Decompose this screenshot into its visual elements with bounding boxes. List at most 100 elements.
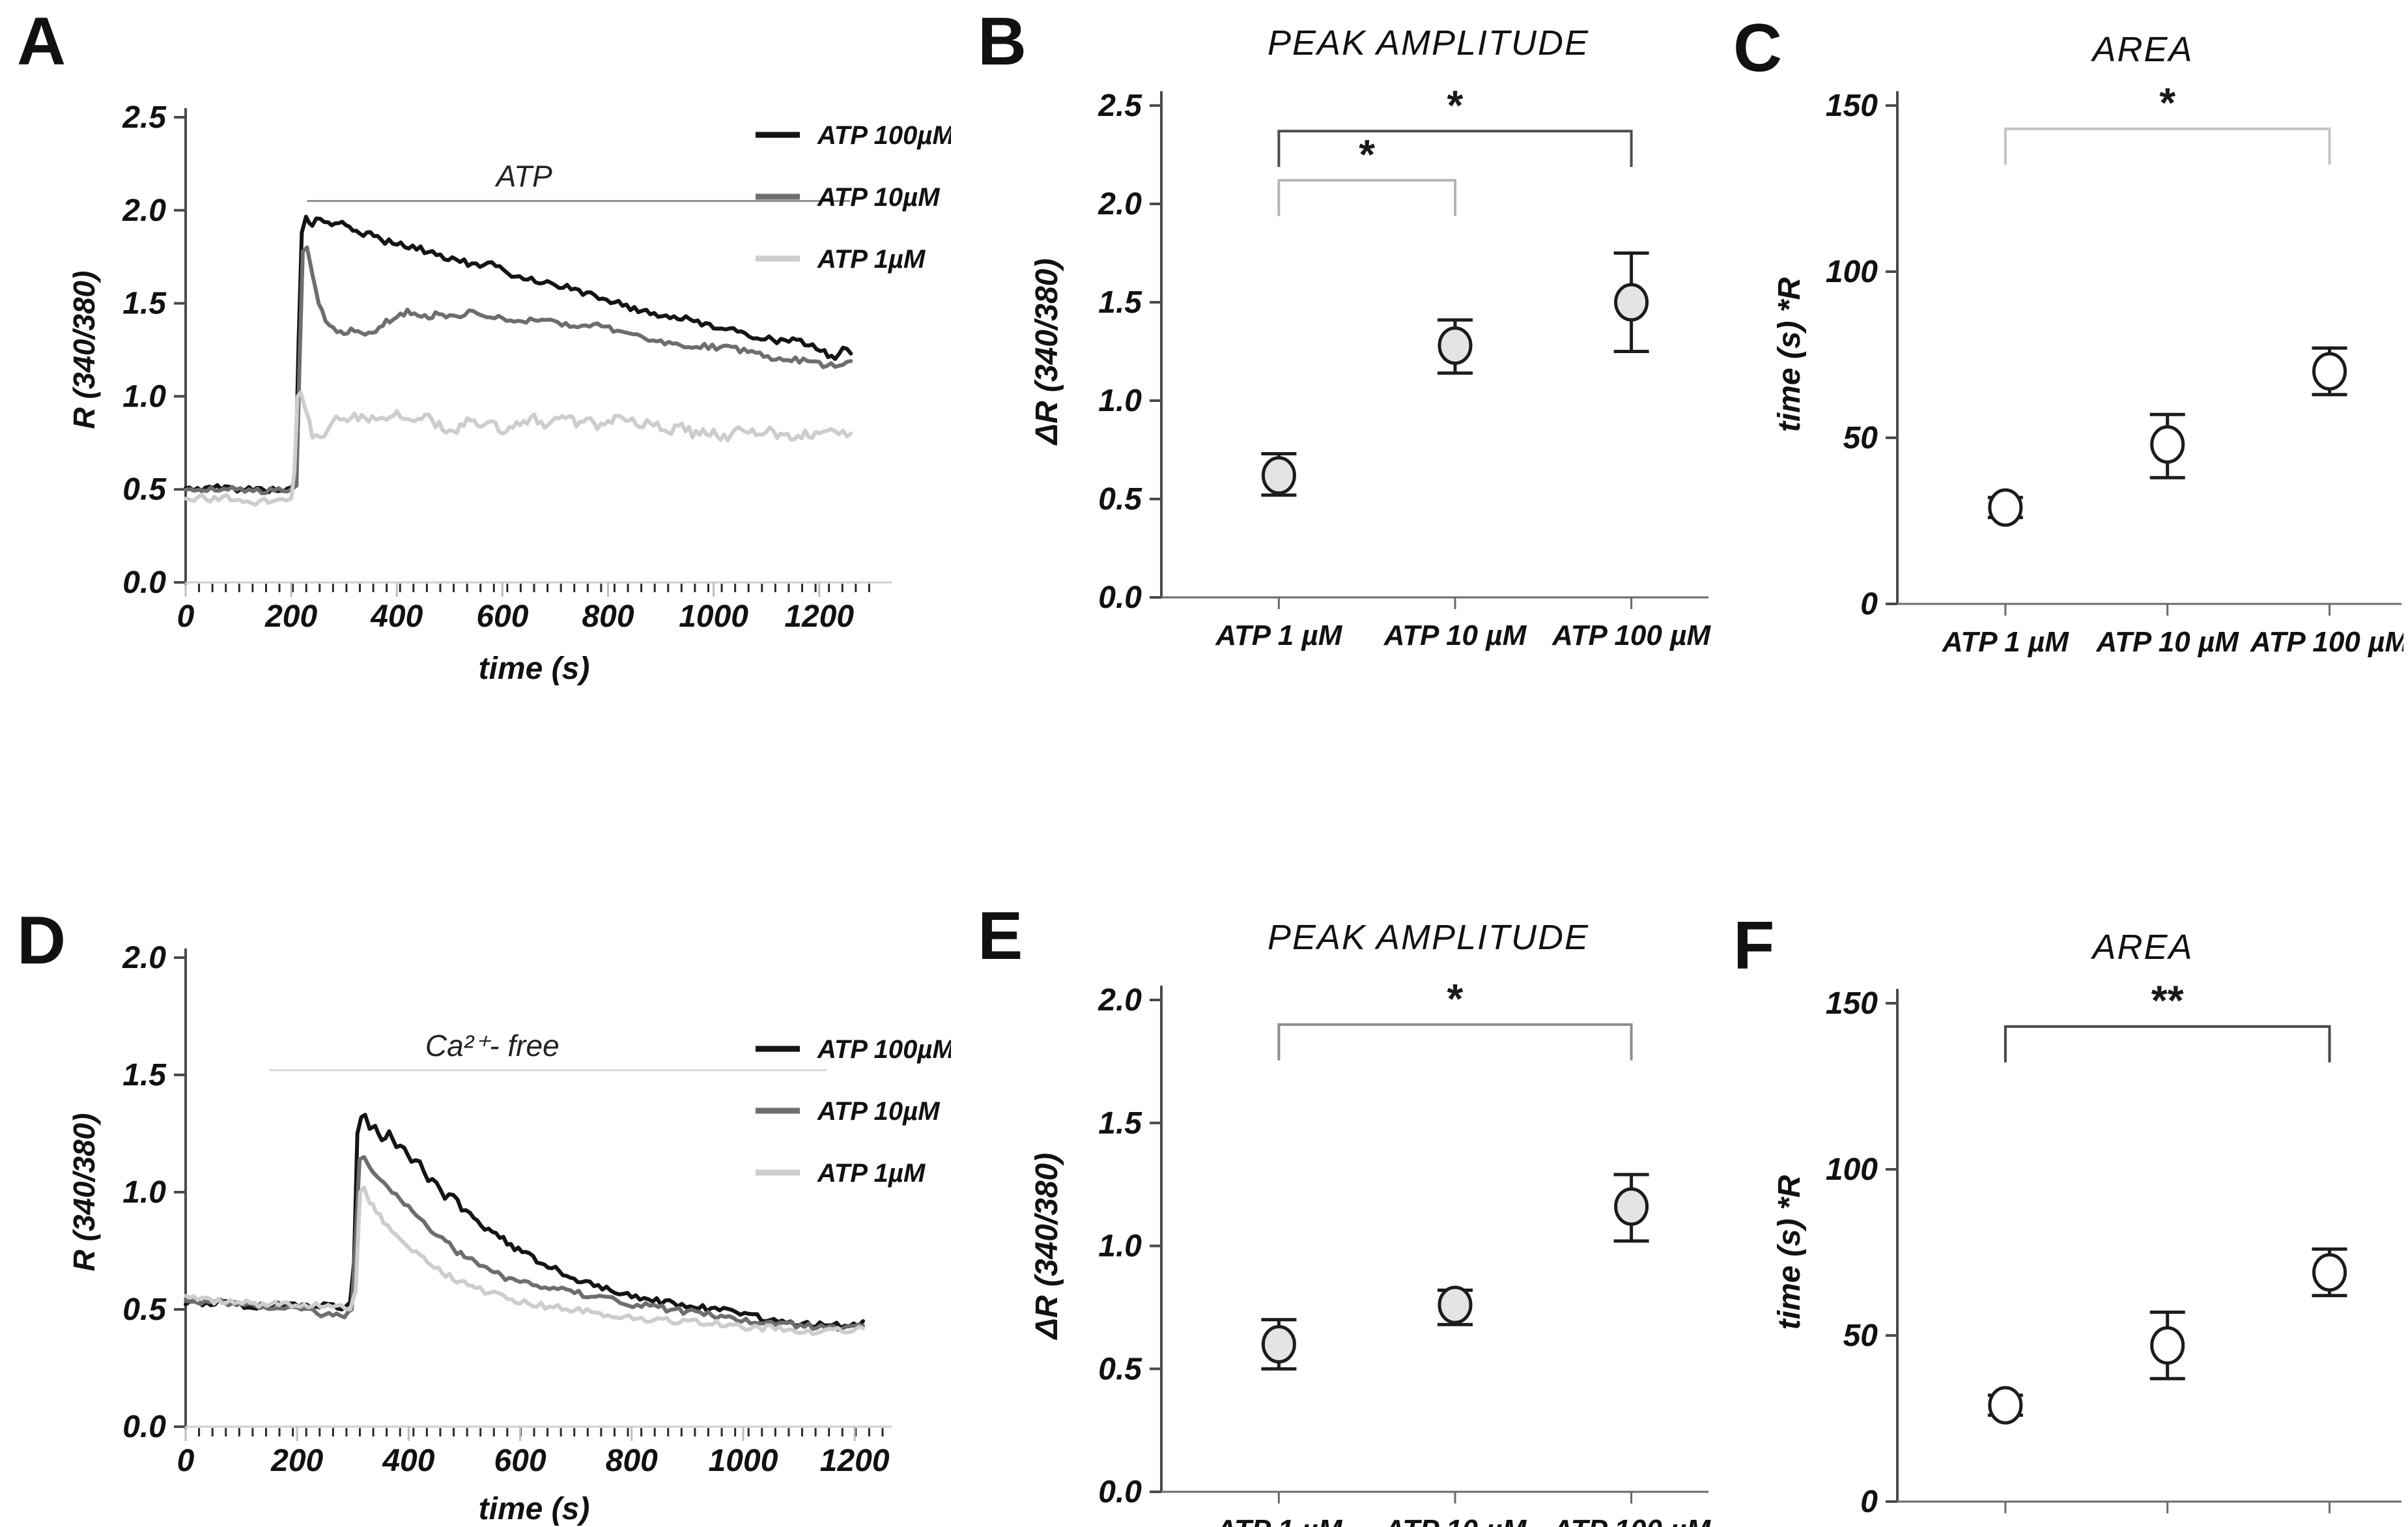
svg-text:time (s): time (s): [479, 1492, 590, 1526]
svg-text:ATP 10 µM: ATP 10 µM: [2095, 1524, 2239, 1527]
svg-text:0.0: 0.0: [1098, 1475, 1142, 1509]
svg-text:1.0: 1.0: [122, 379, 166, 414]
panel-label-d: D: [17, 903, 66, 978]
panel-label-e: E: [978, 898, 1023, 974]
svg-text:time (s) *R: time (s) *R: [1772, 277, 1807, 432]
panel-a-chart: 0.0 0.5 1.0 1.5 2.0 2.5 R (340/380) 0 200 400 600 8…: [67, 100, 951, 686]
svg-text:ATP 1 µM: ATP 1 µM: [1215, 620, 1342, 651]
panel-label-c: C: [1733, 10, 1783, 86]
svg-text:ATP 100 µM: ATP 100 µM: [2250, 626, 2403, 658]
svg-text:ATP 1 µM: ATP 1 µM: [1942, 626, 2069, 658]
svg-text:1000: 1000: [709, 1444, 778, 1478]
svg-text:600: 600: [494, 1444, 546, 1478]
svg-text:time (s): time (s): [479, 651, 590, 686]
svg-text:1.0: 1.0: [122, 1175, 166, 1210]
svg-text:AREA: AREA: [2090, 30, 2193, 69]
panel-E: E PEAK AMPLITUDE 0.0 0.5 1.0 1.5 2.0 ΔR (340/3…: [974, 902, 1723, 1527]
svg-text:0.0: 0.0: [122, 1410, 166, 1444]
svg-text:*: *: [2159, 79, 2175, 126]
svg-text:ΔR (340/380): ΔR (340/380): [1030, 1153, 1064, 1341]
svg-text:ΔR (340/380): ΔR (340/380): [1030, 259, 1064, 446]
panel-A: A 0.0 0.5 1.0 1.5 2.0 2.5 R (340/380) 0 200 400 60…: [13, 8, 951, 711]
svg-text:50: 50: [1843, 1319, 1878, 1353]
svg-text:0.5: 0.5: [122, 1292, 167, 1327]
svg-text:0.0: 0.0: [1098, 580, 1142, 615]
svg-text:0.5: 0.5: [122, 472, 167, 507]
svg-text:400: 400: [370, 599, 423, 634]
panel-label-a: A: [17, 4, 66, 79]
svg-text:0.5: 0.5: [1098, 482, 1142, 517]
svg-text:AREA: AREA: [2090, 928, 2193, 967]
svg-text:2.0: 2.0: [122, 193, 166, 228]
svg-text:400: 400: [382, 1444, 434, 1478]
panel-c-chart: AREA 0 50 100 150 time (s) *R ATP 1 µM ATP 10 µ…: [1772, 30, 2403, 658]
svg-text:1.0: 1.0: [1098, 1229, 1142, 1264]
svg-text:R (340/380): R (340/380): [67, 1113, 101, 1272]
svg-text:**: **: [2151, 977, 2184, 1024]
svg-text:0: 0: [1860, 587, 1878, 621]
svg-text:R (340/380): R (340/380): [67, 271, 101, 429]
svg-text:1.5: 1.5: [1098, 1106, 1142, 1141]
panel-e-chart: PEAK AMPLITUDE 0.0 0.5 1.0 1.5 2.0 ΔR (340/380…: [1030, 918, 1711, 1527]
svg-text:ATP 1µM: ATP 1µM: [817, 245, 926, 274]
panel-label-f: F: [1733, 908, 1775, 984]
svg-text:ATP 1µM: ATP 1µM: [817, 1159, 926, 1188]
svg-text:*: *: [1359, 131, 1375, 178]
svg-text:2.0: 2.0: [122, 941, 166, 975]
svg-text:200: 200: [270, 1444, 323, 1478]
svg-text:150: 150: [1826, 89, 1878, 123]
panel-D: D 0.0 0.5 1.0 1.5 2.0 R (340/380) 0 200 400 600 80…: [13, 907, 951, 1526]
svg-text:0: 0: [177, 599, 195, 634]
svg-text:*: *: [1447, 975, 1464, 1022]
panel-d-chart: 0.0 0.5 1.0 1.5 2.0 R (340/380) 0 200 400 600 800 1…: [67, 941, 951, 1526]
panel-f-chart: AREA 0 50 100 150 time (s) *R ATP 1 µM ATP 10 µ…: [1772, 928, 2403, 1527]
panel-b-chart: PEAK AMPLITUDE 0.0 0.5 1.0 1.5 2.0 2.5 ΔR (340/…: [1030, 23, 1711, 651]
svg-text:PEAK AMPLITUDE: PEAK AMPLITUDE: [1268, 23, 1589, 63]
svg-text:150: 150: [1826, 986, 1878, 1021]
svg-text:ATP 100µM: ATP 100µM: [817, 1035, 951, 1064]
svg-text:*: *: [1447, 81, 1464, 128]
svg-text:100: 100: [1826, 1152, 1878, 1187]
svg-text:PEAK AMPLITUDE: PEAK AMPLITUDE: [1268, 918, 1589, 957]
svg-text:100: 100: [1826, 255, 1878, 289]
svg-text:1.5: 1.5: [1098, 285, 1142, 320]
svg-text:0.5: 0.5: [1098, 1352, 1142, 1386]
svg-text:ATP 100µM: ATP 100µM: [817, 121, 951, 150]
svg-text:Ca²⁺- free: Ca²⁺- free: [425, 1029, 560, 1063]
svg-text:ATP 100 µM: ATP 100 µM: [1551, 620, 1711, 651]
svg-text:2.5: 2.5: [1098, 89, 1142, 123]
svg-text:ATP 10 µM: ATP 10 µM: [1383, 620, 1527, 651]
svg-text:50: 50: [1843, 421, 1878, 455]
svg-text:ATP: ATP: [494, 160, 552, 193]
svg-text:0.0: 0.0: [122, 565, 166, 600]
svg-text:2.0: 2.0: [1098, 187, 1142, 221]
svg-text:ATP 10µM: ATP 10µM: [817, 1097, 941, 1126]
svg-text:1.5: 1.5: [122, 287, 167, 321]
panel-C: C AREA 0 50 100 150 time (s) *R ATP 1 µM ATP 10…: [1729, 14, 2403, 731]
svg-text:800: 800: [582, 599, 634, 634]
svg-text:800: 800: [606, 1444, 658, 1478]
panel-label-b: B: [978, 4, 1027, 79]
svg-text:2.5: 2.5: [122, 100, 167, 135]
panel-B: B PEAK AMPLITUDE 0.0 0.5 1.0 1.5 2.0 2.5 ΔR (34…: [974, 8, 1723, 724]
svg-text:ATP 1 µM: ATP 1 µM: [1215, 1514, 1342, 1527]
svg-text:ATP 10 µM: ATP 10 µM: [1383, 1514, 1527, 1527]
svg-text:ATP 1 µM: ATP 1 µM: [1942, 1524, 2069, 1527]
svg-text:time (s) *R: time (s) *R: [1772, 1175, 1807, 1330]
svg-text:200: 200: [264, 599, 317, 634]
svg-text:1000: 1000: [679, 599, 748, 634]
svg-text:0: 0: [177, 1444, 195, 1478]
svg-text:ATP 100 µM: ATP 100 µM: [1551, 1514, 1711, 1527]
svg-text:0: 0: [1860, 1485, 1878, 1519]
svg-text:ATP 100 µM: ATP 100 µM: [2250, 1524, 2403, 1527]
svg-text:1200: 1200: [784, 599, 854, 634]
svg-text:ATP 10 µM: ATP 10 µM: [2095, 626, 2239, 658]
svg-text:1.0: 1.0: [1098, 384, 1142, 418]
svg-text:1.5: 1.5: [122, 1058, 167, 1092]
svg-text:2.0: 2.0: [1098, 983, 1142, 1018]
svg-text:ATP 10µM: ATP 10µM: [817, 183, 941, 212]
svg-text:600: 600: [476, 599, 528, 634]
svg-text:1200: 1200: [820, 1444, 890, 1478]
